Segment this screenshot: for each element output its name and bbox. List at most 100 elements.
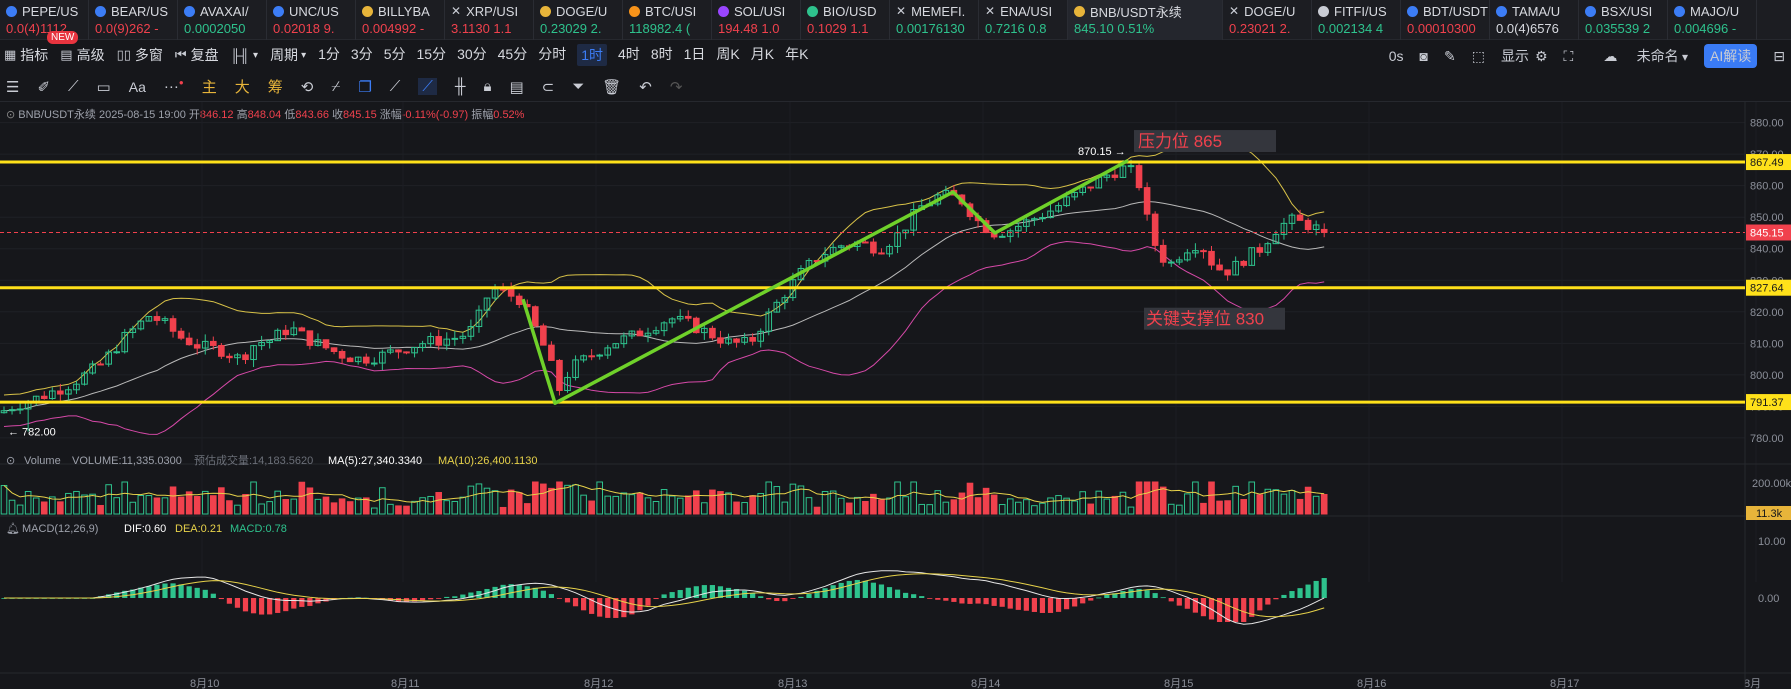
macd-histogram-bar: [733, 588, 740, 598]
redo-icon[interactable]: ↷: [669, 78, 683, 96]
more-icon[interactable]: ···●: [163, 78, 184, 95]
macd-histogram-bar: [194, 587, 200, 598]
lock-icon[interactable]: 🔒︎: [483, 78, 492, 95]
indicators-button[interactable]: ▦ 指标: [4, 45, 48, 65]
candle-body: [274, 329, 281, 342]
volume-forecast: 预估成交量:14,183.5620: [194, 453, 313, 467]
ticker-tab[interactable]: BILLYBA 0.004992 -: [356, 0, 445, 40]
undo-icon[interactable]: ↶: [639, 78, 652, 96]
brush-icon[interactable]: ⌿: [331, 78, 341, 95]
collapse-icon[interactable]: ⊟: [1773, 47, 1785, 64]
macd-histogram-bar: [959, 598, 965, 604]
edit-icon[interactable]: ✎: [1443, 47, 1456, 64]
replay-button[interactable]: ⏮ 复盘: [175, 45, 219, 65]
settings-icon[interactable]: ⚙: [1534, 47, 1548, 64]
chips-button[interactable]: 筹: [267, 79, 283, 96]
ticker-tab[interactable]: FITFI/US 0.002134 4: [1312, 0, 1401, 40]
ticker-tab[interactable]: DOGE/U 0.23029 2.: [534, 0, 623, 40]
ticker-tab[interactable]: TAMA/U 0.0(4)6576: [1490, 0, 1579, 40]
period-option[interactable]: 1日: [683, 46, 706, 62]
ticker-tab[interactable]: BSX/USI 0.035539 2: [1579, 0, 1668, 40]
macd-histogram-bar: [1055, 598, 1062, 612]
main-button[interactable]: 主: [201, 79, 217, 96]
candle-body: [1143, 187, 1151, 215]
candle-body: [717, 337, 724, 344]
volume-bar: [717, 491, 724, 515]
ticker-tab[interactable]: ✕ DOGE/U 0.23021 2.: [1223, 0, 1312, 40]
advanced-label: 高级: [76, 47, 105, 63]
copy-icon[interactable]: ❐: [358, 78, 372, 96]
ticker-tab[interactable]: ✕ MEMEFI. 0.00176130: [890, 0, 979, 40]
menu-icon[interactable]: ☰: [6, 78, 20, 96]
ticker-tab[interactable]: ✕ XRP/USI 3.1130 1.1: [445, 0, 534, 40]
close-icon[interactable]: ✕: [985, 4, 996, 18]
ticker-name: ✕ DOGE/U: [1229, 2, 1311, 20]
period-option[interactable]: 5分: [383, 46, 406, 62]
period-option[interactable]: 月K: [750, 46, 775, 62]
period-option[interactable]: 1时: [577, 44, 608, 66]
ticker-tab[interactable]: BTC/USI 118982.4 (: [623, 0, 712, 40]
period-dropdown[interactable]: 周期 ▾: [270, 45, 306, 65]
macd-histogram-bar: [1047, 598, 1054, 613]
note-icon[interactable]: ▤: [509, 78, 524, 96]
close-icon[interactable]: ✕: [451, 4, 462, 18]
volume-bar: [813, 506, 821, 515]
draw-line-icon[interactable]: ⟋: [418, 78, 437, 95]
pen-icon[interactable]: ✐: [37, 78, 51, 96]
close-icon[interactable]: ✕: [896, 4, 907, 18]
display-button[interactable]: 显示: [1500, 48, 1529, 64]
bars-icon[interactable]: ╫: [454, 78, 466, 95]
layout-name[interactable]: ☁ 未命名 ▾: [1603, 48, 1689, 64]
fullscreen-icon[interactable]: ⛶: [1563, 47, 1574, 64]
ticker-tab[interactable]: BIO/USD 0.1029 1.1: [801, 0, 890, 40]
camera-icon[interactable]: ◙: [1419, 48, 1428, 64]
close-icon[interactable]: ✕: [1229, 4, 1240, 18]
volume-bar: [1103, 498, 1111, 515]
volume-bar: [145, 495, 153, 515]
filter-icon[interactable]: ⏷: [572, 78, 585, 95]
ruler-icon[interactable]: ⟋: [389, 78, 401, 95]
ticker-tab[interactable]: SOL/USI 194.48 1.0: [712, 0, 801, 40]
ticker-tab[interactable]: BDT/USDT 0.00010300: [1401, 0, 1490, 40]
ticker-tab[interactable]: AVAXAI/0.0002050: [178, 0, 267, 40]
period-option[interactable]: 1分: [318, 46, 340, 62]
volume-bar: [1071, 500, 1078, 515]
expand-icon[interactable]: ⬚: [1471, 47, 1485, 64]
multi-window-button[interactable]: ▯▯ 多窗: [117, 45, 163, 65]
period-option[interactable]: 4时: [618, 46, 640, 62]
period-option[interactable]: 45分: [497, 46, 528, 62]
chart-type-button[interactable]: ╟╢ ▾: [231, 48, 258, 63]
candle-body: [129, 328, 137, 333]
macd-histogram-bar: [267, 598, 273, 615]
period-option[interactable]: 3分: [350, 46, 373, 62]
advanced-button[interactable]: ▤ 高级: [60, 45, 104, 65]
volume-bar: [40, 501, 48, 515]
trend-line-icon[interactable]: ⟋: [68, 78, 79, 95]
text-icon[interactable]: Aa: [128, 78, 146, 95]
ticker-tab[interactable]: UNC/US 0.02018 9.: [267, 0, 356, 40]
ticker-tab[interactable]: BNB/USDT永续 845.10 0.51%: [1068, 0, 1223, 40]
big-button[interactable]: 大: [234, 79, 250, 96]
ticker-tab[interactable]: BEAR/US 0.0(9)262 -: [89, 0, 178, 40]
volume-bar: [1143, 481, 1151, 515]
ticker-tab[interactable]: ✕ ENA/USI 0.7216 0.8: [979, 0, 1068, 40]
volume-bar: [499, 506, 507, 515]
collapse-toggle-icon[interactable]: ⊙: [6, 109, 16, 121]
period-option[interactable]: 8时: [650, 46, 673, 62]
trend-path-line: [521, 158, 1129, 405]
trash-icon[interactable]: 🗑︎: [602, 78, 622, 96]
rectangle-icon[interactable]: ▭: [96, 78, 111, 96]
price-chart[interactable]: 780.00790.00800.00810.00820.00830.00840.…: [0, 102, 1791, 689]
magnet-icon[interactable]: ⊂: [541, 78, 555, 96]
macd-histogram-bar: [1088, 598, 1094, 601]
sync-icon[interactable]: ⟲: [300, 78, 314, 96]
period-option[interactable]: 周K: [716, 46, 740, 62]
candle-body: [652, 330, 660, 334]
period-option[interactable]: 分时: [538, 46, 567, 62]
period-option[interactable]: 年K: [785, 46, 809, 62]
period-option[interactable]: 30分: [457, 46, 487, 62]
ticker-tab[interactable]: MAJO/U 0.004696 -: [1668, 0, 1757, 40]
ai-analysis-button[interactable]: AI解读: [1704, 44, 1758, 68]
period-option[interactable]: 15分: [416, 46, 447, 62]
volume-bar: [1135, 481, 1143, 515]
